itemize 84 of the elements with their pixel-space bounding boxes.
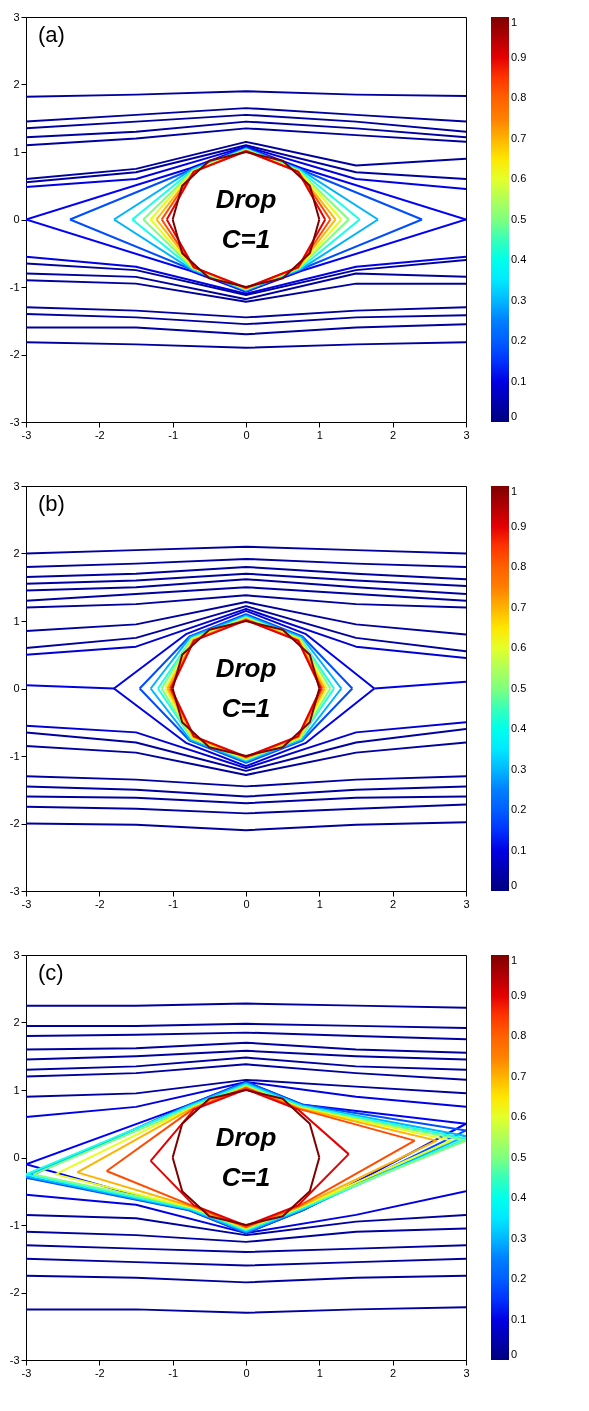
x-tick-label: -3 xyxy=(21,897,32,910)
y-tick-label: -1 xyxy=(9,280,20,293)
y-tick-label: 1 xyxy=(13,1083,20,1096)
color-bar-label: 0.2 xyxy=(511,1272,527,1284)
color-bar-label: 0.2 xyxy=(511,803,527,815)
annotation: Drop xyxy=(215,652,277,683)
color-bar-label: 0.4 xyxy=(511,1191,527,1203)
color-bar-label: 0.9 xyxy=(511,988,527,1001)
y-tick-label: 3 xyxy=(13,479,20,492)
color-bar-label: 0.7 xyxy=(511,131,527,144)
color-bar-label: 0.8 xyxy=(511,560,527,572)
color-bar-label: 1 xyxy=(511,485,518,497)
annotation: Drop xyxy=(215,183,277,214)
x-tick-label: 2 xyxy=(390,428,397,441)
x-tick-label: -3 xyxy=(21,428,32,441)
x-tick-label: 0 xyxy=(243,428,250,441)
x-tick-label: -1 xyxy=(168,1366,179,1379)
annotation: C=1 xyxy=(221,692,271,723)
color-bar-label: 0.4 xyxy=(511,722,527,734)
color-bar-label: 0.3 xyxy=(511,1231,527,1244)
x-tick-label: -2 xyxy=(94,897,105,910)
x-tick-label: -2 xyxy=(94,1366,105,1379)
x-tick-label: -1 xyxy=(168,428,179,441)
x-tick-label: 3 xyxy=(463,897,470,910)
color-bar-label: 1 xyxy=(511,16,518,28)
color-bar-label: 0 xyxy=(511,879,518,891)
color-bar-label: 0.6 xyxy=(511,641,527,653)
y-tick-label: 0 xyxy=(13,213,20,225)
y-tick-label: 1 xyxy=(13,145,20,158)
x-tick-label: 0 xyxy=(243,897,250,910)
color-bar-label: 0.1 xyxy=(511,843,527,856)
annotation: C=1 xyxy=(221,1161,271,1192)
color-bar-label: 0.1 xyxy=(511,374,527,387)
color-bar-label: 0.9 xyxy=(511,50,527,63)
y-tick-label: 0 xyxy=(13,682,20,694)
color-bar-label: 0.5 xyxy=(511,1150,527,1163)
y-tick-label: -2 xyxy=(9,348,20,360)
y-tick-label: -2 xyxy=(9,817,20,829)
annotation: Drop xyxy=(215,1121,277,1152)
x-tick-label: 2 xyxy=(390,1366,397,1379)
y-tick-label: 2 xyxy=(13,78,20,90)
y-tick-label: -2 xyxy=(9,1286,20,1298)
color-bar-label: 0.5 xyxy=(511,212,527,225)
color-bar-label: 0.3 xyxy=(511,762,527,775)
y-tick-label: 2 xyxy=(13,1016,20,1028)
color-bar-label: 0.8 xyxy=(511,91,527,103)
annotation: C=1 xyxy=(221,223,271,254)
x-tick-label: 3 xyxy=(463,428,470,441)
color-bar-label: 0.3 xyxy=(511,293,527,306)
annotation: (c) xyxy=(38,960,64,985)
y-tick-label: 3 xyxy=(13,948,20,961)
color-bar-label: 0.5 xyxy=(511,681,527,694)
x-tick-label: 2 xyxy=(390,897,397,910)
y-tick-label: -1 xyxy=(9,749,20,762)
y-tick-label: -1 xyxy=(9,1218,20,1231)
annotation: (b) xyxy=(38,491,65,516)
annotation: (a) xyxy=(38,22,65,47)
x-tick-label: 0 xyxy=(243,1366,250,1379)
x-tick-label: -1 xyxy=(168,897,179,910)
color-bar-label: 1 xyxy=(511,954,518,966)
color-bar-label: 0.9 xyxy=(511,519,527,532)
color-bar-label: 0 xyxy=(511,1348,518,1360)
y-tick-label: -3 xyxy=(9,1353,20,1366)
y-tick-label: 2 xyxy=(13,547,20,559)
color-bar-label: 0 xyxy=(511,410,518,422)
color-bar-label: 0.4 xyxy=(511,253,527,265)
color-bar-label: 0.2 xyxy=(511,334,527,346)
x-tick-label: 3 xyxy=(463,1366,470,1379)
x-tick-label: 1 xyxy=(316,1366,323,1379)
y-tick-label: -3 xyxy=(9,884,20,897)
color-bar-label: 0.1 xyxy=(511,1312,527,1325)
color-bar-label: 0.7 xyxy=(511,600,527,613)
color-bar-label: 0.7 xyxy=(511,1069,527,1082)
y-tick-label: 0 xyxy=(13,1151,20,1163)
x-tick-label: -2 xyxy=(94,428,105,441)
y-tick-label: -3 xyxy=(9,415,20,428)
color-bar-label: 0.6 xyxy=(511,172,527,184)
x-tick-label: 1 xyxy=(316,428,323,441)
x-tick-label: 1 xyxy=(316,897,323,910)
color-bar-label: 0.8 xyxy=(511,1029,527,1041)
x-tick-label: -3 xyxy=(21,1366,32,1379)
color-bar-label: 0.6 xyxy=(511,1110,527,1122)
y-tick-label: 1 xyxy=(13,614,20,627)
y-tick-label: 3 xyxy=(13,10,20,23)
